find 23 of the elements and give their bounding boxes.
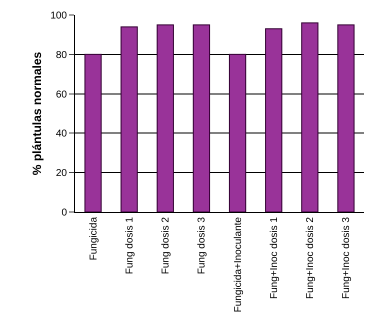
y-tick-label: 20 — [56, 168, 68, 180]
bar — [84, 54, 102, 212]
y-tick-label: 40 — [56, 128, 68, 140]
bar — [120, 26, 138, 212]
x-tick-label: Fung dosis 2 — [160, 216, 172, 274]
x-tick-label: Fungicida — [88, 216, 100, 260]
y-tick-label: 80 — [56, 50, 68, 61]
x-tick-label: Fung+Inoc dosis 2 — [305, 216, 316, 299]
y-axis-title: % plántulas normales — [30, 51, 44, 176]
x-tick-label: Fung dosis 1 — [124, 216, 136, 274]
bar — [228, 54, 246, 212]
x-tick-label: Fung+Inoc dosis 3 — [341, 216, 352, 299]
bar — [301, 22, 318, 212]
bar — [192, 24, 210, 212]
bar — [265, 28, 282, 212]
y-tick-label: 60 — [56, 89, 68, 100]
x-tick-label: Fungicida+Inoculante — [232, 216, 244, 312]
y-tick-label: 0 — [61, 208, 68, 218]
bar — [156, 24, 174, 212]
x-tick-label: Fung dosis 3 — [196, 216, 208, 274]
x-tick-label: Fung+Inoc dosis 1 — [268, 216, 280, 299]
y-tick-label: 100 — [50, 10, 68, 22]
bar — [337, 24, 355, 212]
